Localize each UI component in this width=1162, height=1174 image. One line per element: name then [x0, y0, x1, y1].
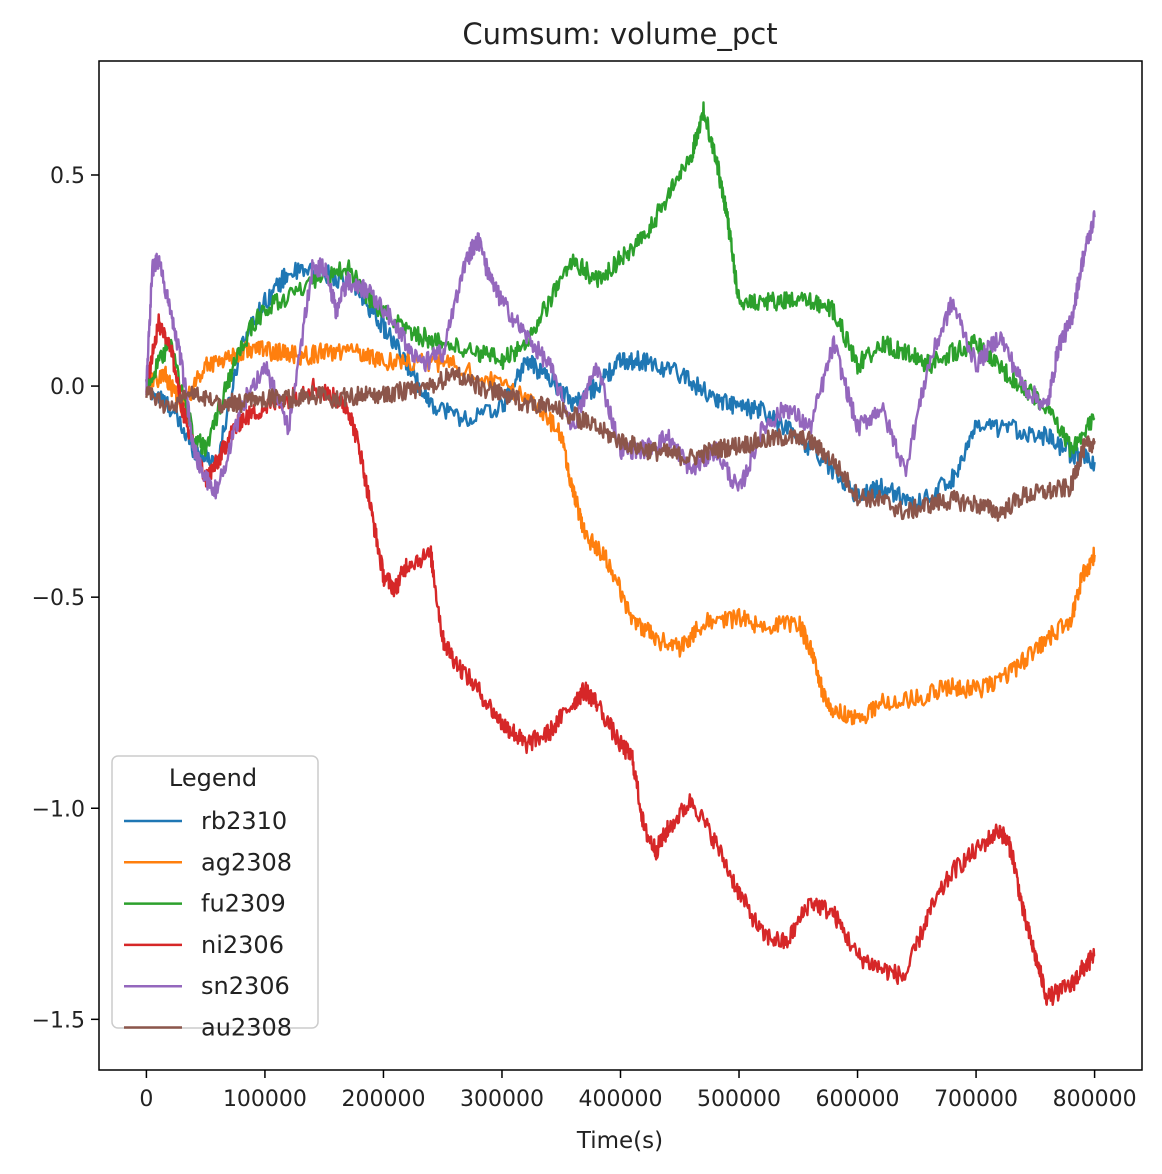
x-tick-label: 800000 — [1053, 1087, 1137, 1112]
legend-title: Legend — [169, 764, 257, 792]
legend: Legend rb2310 ag2308 fu2309 ni2306 sn2306 au2… — [111, 755, 319, 1042]
legend-label-sn2306: sn2306 — [201, 972, 290, 1000]
x-tick-label: 300000 — [460, 1087, 544, 1112]
legend-label-ni2306: ni2306 — [201, 931, 284, 959]
series-line-sn2306 — [145, 210, 1096, 500]
legend-label-au2308: au2308 — [201, 1014, 292, 1042]
series-line-ag2308 — [145, 340, 1096, 726]
legend-frame — [111, 755, 319, 1029]
y-tick-label: −0.5 — [32, 586, 85, 611]
x-tick-label: 600000 — [816, 1087, 900, 1112]
axes-group: 0 100000 200000 300000 400000 500000 600000 700… — [32, 60, 1143, 1112]
series-line-ni2306 — [145, 313, 1096, 1006]
x-axis-label: Time(s) — [576, 1128, 663, 1154]
x-tick-label: 400000 — [579, 1087, 663, 1112]
legend-label-fu2309: fu2309 — [201, 890, 286, 918]
series-line-au2308 — [145, 366, 1096, 522]
y-tick-label: 0.0 — [50, 375, 85, 400]
x-tick-label: 0 — [139, 1087, 153, 1112]
y-tick-label: −1.0 — [32, 797, 85, 822]
legend-label-ag2308: ag2308 — [201, 848, 292, 876]
x-tick-label: 700000 — [934, 1087, 1018, 1112]
legend-label-rb2310: rb2310 — [201, 807, 287, 835]
series-line-fu2309 — [145, 101, 1096, 458]
x-tick-label: 200000 — [341, 1087, 425, 1112]
y-tick-label: −1.5 — [32, 1008, 85, 1033]
chart-title: Cumsum: volume_pct — [462, 17, 777, 51]
series-group — [145, 101, 1096, 1006]
y-tick-label: 0.5 — [50, 164, 85, 189]
x-tick-label: 100000 — [223, 1087, 307, 1112]
x-tick-label: 500000 — [697, 1087, 781, 1112]
